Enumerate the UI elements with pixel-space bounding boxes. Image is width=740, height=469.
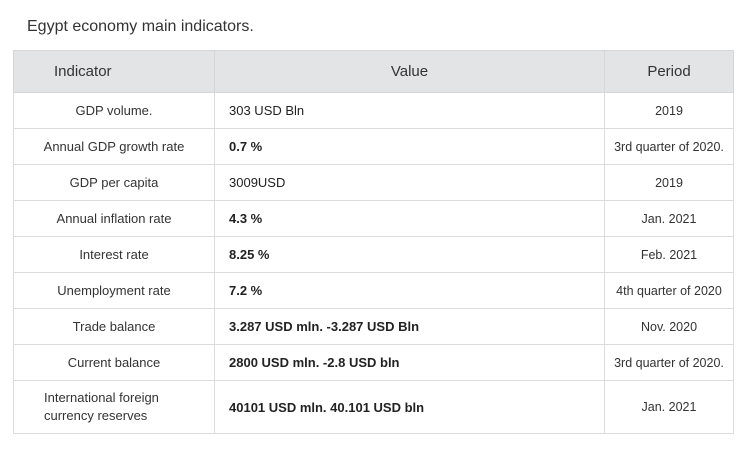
indicator-cell: Interest rate [13,236,215,273]
value-cell: 4.3 % [214,200,605,237]
value-cell: 3009USD [214,164,605,201]
period-cell: Jan. 2021 [604,380,734,434]
value-cell: 7.2 % [214,272,605,309]
value-cell: 8.25 % [214,236,605,273]
table-row: Interest rate 8.25 % Feb. 2021 [13,236,734,273]
page-title: Egypt economy main indicators. [27,18,254,35]
table-row: Unemployment rate 7.2 % 4th quarter of 2… [13,272,734,309]
indicator-text: International foreign currency reserves [44,390,159,423]
column-header-value: Value [214,50,605,93]
indicator-cell: Annual GDP growth rate [13,128,215,165]
period-cell: Nov. 2020 [604,308,734,345]
table-row: International foreign currency reserves … [13,380,734,434]
value-cell: 303 USD Bln [214,92,605,129]
table-row: Trade balance 3.287 USD mln. -3.287 USD … [13,308,734,345]
table-row: Annual inflation rate 4.3 % Jan. 2021 [13,200,734,237]
period-cell: 2019 [604,164,734,201]
period-cell: Feb. 2021 [604,236,734,273]
table-row: GDP volume. 303 USD Bln 2019 [13,92,734,129]
table-header-row: Indicator Value Period [13,50,734,93]
value-cell: 2800 USD mln. -2.8 USD bln [214,344,605,381]
period-cell: 3rd quarter of 2020. [604,128,734,165]
period-cell: 3rd quarter of 2020. [604,344,734,381]
indicator-cell: Trade balance [13,308,215,345]
table-row: Annual GDP growth rate 0.7 % 3rd quarter… [13,128,734,165]
indicator-cell: International foreign currency reserves [13,380,215,434]
period-cell: 4th quarter of 2020 [604,272,734,309]
period-cell: Jan. 2021 [604,200,734,237]
period-cell: 2019 [604,92,734,129]
value-cell: 3.287 USD mln. -3.287 USD Bln [214,308,605,345]
table-row: Current balance 2800 USD mln. -2.8 USD b… [13,344,734,381]
value-cell: 0.7 % [214,128,605,165]
indicator-cell: Unemployment rate [13,272,215,309]
column-header-indicator: Indicator [13,50,215,93]
value-cell: 40101 USD mln. 40.101 USD bln [214,380,605,434]
indicators-table: Indicator Value Period GDP volume. 303 U… [13,50,734,434]
table-row: GDP per capita 3009USD 2019 [13,164,734,201]
indicator-cell: Current balance [13,344,215,381]
indicator-cell: Annual inflation rate [13,200,215,237]
indicator-cell: GDP volume. [13,92,215,129]
column-header-period: Period [604,50,734,93]
indicator-cell: GDP per capita [13,164,215,201]
